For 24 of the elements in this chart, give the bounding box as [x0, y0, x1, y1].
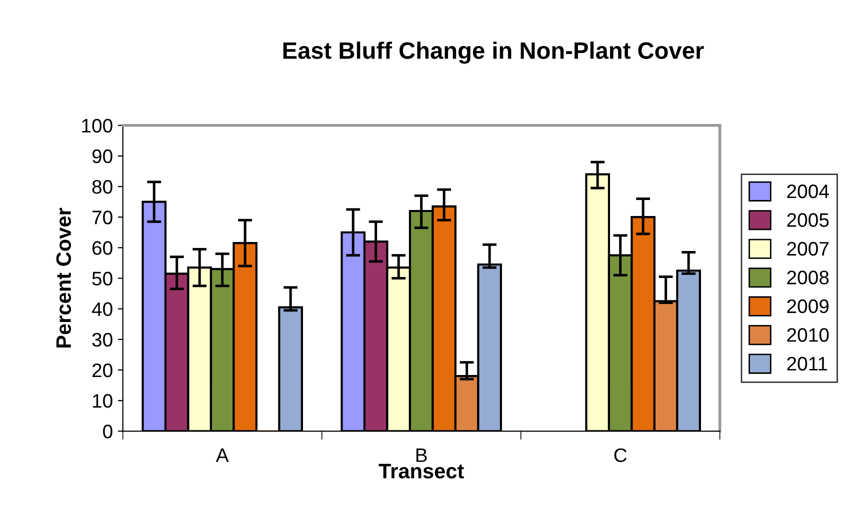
x-tick-label: B — [416, 448, 427, 462]
y-axis-title: Percent Cover — [56, 208, 72, 348]
legend-label: 2010 — [787, 328, 829, 342]
y-tick-label: 0 — [103, 424, 112, 438]
y-tick-label: 70 — [92, 210, 112, 224]
legend-label: 2011 — [787, 356, 828, 371]
x-tick-label: C — [614, 448, 627, 462]
legend-label: 2009 — [787, 299, 829, 314]
legend-label: 2007 — [787, 242, 829, 256]
y-tick-label: 80 — [92, 180, 112, 194]
y-tick-label: 10 — [92, 394, 112, 408]
y-tick-label: 20 — [92, 363, 112, 378]
x-axis-title: Transect — [378, 464, 464, 478]
y-tick-label: 60 — [92, 241, 112, 255]
legend-label: 2008 — [787, 270, 829, 284]
y-tick-label: 100 — [82, 118, 112, 133]
y-tick-label: 50 — [92, 272, 112, 286]
legend-label: 2004 — [787, 184, 829, 198]
x-tick-label: A — [216, 448, 229, 462]
y-tick-label: 90 — [92, 149, 112, 164]
legend-label: 2005 — [787, 213, 829, 227]
chart-title: East Bluff Change in Non-Plant Cover — [283, 42, 704, 64]
y-tick-label: 40 — [92, 302, 112, 316]
y-tick-label: 30 — [92, 332, 112, 347]
